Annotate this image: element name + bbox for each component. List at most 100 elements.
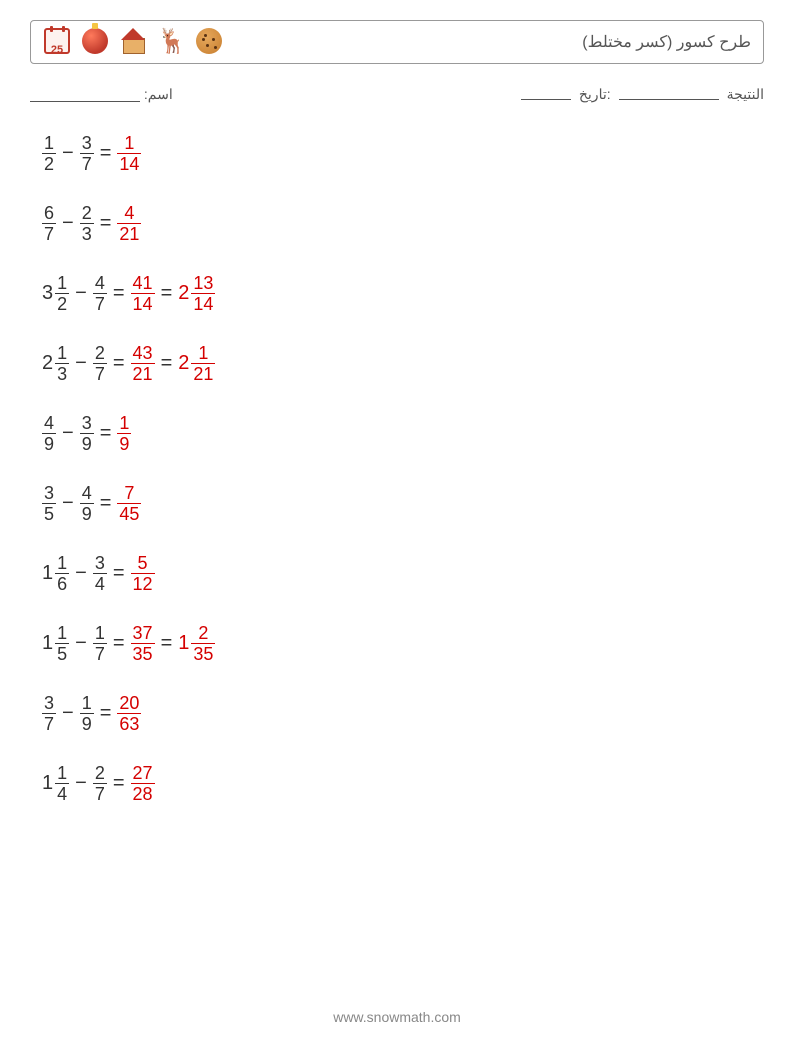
operand-term: 116 [42, 554, 69, 593]
denominator: 7 [42, 713, 56, 733]
minus-operator: − [56, 422, 80, 445]
numerator: 4 [42, 414, 56, 433]
equals-operator: = [94, 142, 118, 165]
problem-row: 37−19=2063 [42, 691, 764, 735]
fraction: 745 [117, 484, 141, 523]
minus-operator: − [69, 632, 93, 655]
numerator: 7 [122, 484, 136, 503]
operand-term: 115 [42, 624, 69, 663]
fraction: 47 [93, 274, 107, 313]
ornament-icon [81, 28, 109, 56]
denominator: 9 [42, 433, 56, 453]
fraction: 4321 [131, 344, 155, 383]
denominator: 7 [80, 153, 94, 173]
numerator: 5 [136, 554, 150, 573]
operand-term: 47 [93, 274, 107, 313]
fraction: 49 [42, 414, 56, 453]
whole-part: 3 [42, 282, 55, 305]
denominator: 3 [80, 223, 94, 243]
header-box: 🦌 طرح كسور (كسر مختلط) [30, 20, 764, 64]
numerator: 3 [80, 134, 94, 153]
denominator: 9 [80, 433, 94, 453]
denominator: 7 [42, 223, 56, 243]
fraction: 14 [55, 764, 69, 803]
operand-term: 27 [93, 764, 107, 803]
deer-icon: 🦌 [157, 28, 185, 56]
equals-operator: = [94, 702, 118, 725]
fraction: 512 [131, 554, 155, 593]
numerator: 2 [196, 624, 210, 643]
problem-row: 35−49=745 [42, 481, 764, 525]
fraction: 4114 [131, 274, 155, 313]
fraction: 39 [80, 414, 94, 453]
denominator: 7 [93, 363, 107, 383]
info-row: اسم: النتيجة :تاريخ [30, 86, 764, 103]
minus-operator: − [69, 352, 93, 375]
numerator: 4 [80, 484, 94, 503]
numerator: 1 [55, 344, 69, 363]
fraction: 12 [55, 274, 69, 313]
footer-url: www.snowmath.com [0, 1009, 794, 1025]
denominator: 14 [117, 153, 141, 173]
equals-operator: = [94, 422, 118, 445]
fraction: 37 [42, 694, 56, 733]
numerator: 41 [131, 274, 155, 293]
minus-operator: − [56, 492, 80, 515]
fraction: 2728 [131, 764, 155, 803]
fraction: 67 [42, 204, 56, 243]
calendar-icon [43, 28, 71, 56]
problem-row: 213−27=4321=2121 [42, 341, 764, 385]
equals-operator: = [155, 632, 179, 655]
denominator: 35 [191, 643, 215, 663]
numerator: 1 [122, 134, 136, 153]
equals-operator: = [94, 492, 118, 515]
numerator: 3 [93, 554, 107, 573]
fraction: 19 [117, 414, 131, 453]
house-icon [119, 28, 147, 56]
answer-term: 512 [131, 554, 155, 593]
numerator: 4 [122, 204, 136, 223]
operand-term: 49 [80, 484, 94, 523]
denominator: 9 [117, 433, 131, 453]
fraction: 34 [93, 554, 107, 593]
fraction: 235 [191, 624, 215, 663]
numerator: 1 [55, 624, 69, 643]
denominator: 7 [93, 783, 107, 803]
whole-part: 1 [42, 632, 55, 655]
fraction: 121 [191, 344, 215, 383]
header-icons: 🦌 [43, 28, 223, 56]
operand-term: 312 [42, 274, 69, 313]
denominator: 12 [131, 573, 155, 593]
operand-term: 213 [42, 344, 69, 383]
numerator: 4 [93, 274, 107, 293]
problem-row: 116−34=512 [42, 551, 764, 595]
numerator: 43 [131, 344, 155, 363]
answer-term: 3735 [131, 624, 155, 663]
numerator: 3 [80, 414, 94, 433]
cookie-icon [195, 28, 223, 56]
name-label: اسم: [144, 86, 173, 102]
answer-term: 4321 [131, 344, 155, 383]
problem-row: 114−27=2728 [42, 761, 764, 805]
numerator: 1 [93, 624, 107, 643]
score-label: النتيجة [727, 86, 764, 103]
numerator: 1 [55, 554, 69, 573]
equals-operator: = [107, 282, 131, 305]
problems-list: 12−37=11467−23=421312−47=4114=21314213−2… [30, 131, 764, 805]
denominator: 2 [55, 293, 69, 313]
numerator: 2 [93, 764, 107, 783]
equals-operator: = [155, 282, 179, 305]
operand-term: 17 [93, 624, 107, 663]
numerator: 3 [42, 694, 56, 713]
numerator: 2 [93, 344, 107, 363]
numerator: 1 [80, 694, 94, 713]
numerator: 1 [55, 274, 69, 293]
name-blank [30, 88, 140, 102]
numerator: 20 [117, 694, 141, 713]
denominator: 14 [131, 293, 155, 313]
answer-term: 421 [117, 204, 141, 243]
fraction: 114 [117, 134, 141, 173]
denominator: 7 [93, 293, 107, 313]
problem-row: 115−17=3735=1235 [42, 621, 764, 665]
fraction: 27 [93, 764, 107, 803]
